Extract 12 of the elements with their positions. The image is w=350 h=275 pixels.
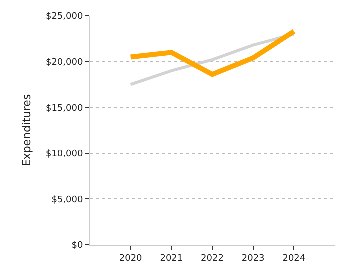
y-tick-label: $25,000: [46, 12, 84, 22]
y-axis-title: Expenditures: [20, 94, 34, 167]
y-tick-label: $15,000: [46, 104, 84, 114]
y-tick-label: $10,000: [46, 150, 84, 160]
x-tick-label: 2021: [160, 254, 184, 264]
x-tick-label: 2020: [119, 254, 143, 264]
x-tick-label: 2023: [242, 254, 265, 264]
x-tick-label: 2024: [282, 254, 306, 264]
y-tick-label: $5,000: [52, 195, 84, 206]
y-tick-label: $0: [72, 241, 84, 252]
y-tick-label: $20,000: [46, 58, 84, 68]
x-tick-label: 2022: [201, 254, 224, 264]
